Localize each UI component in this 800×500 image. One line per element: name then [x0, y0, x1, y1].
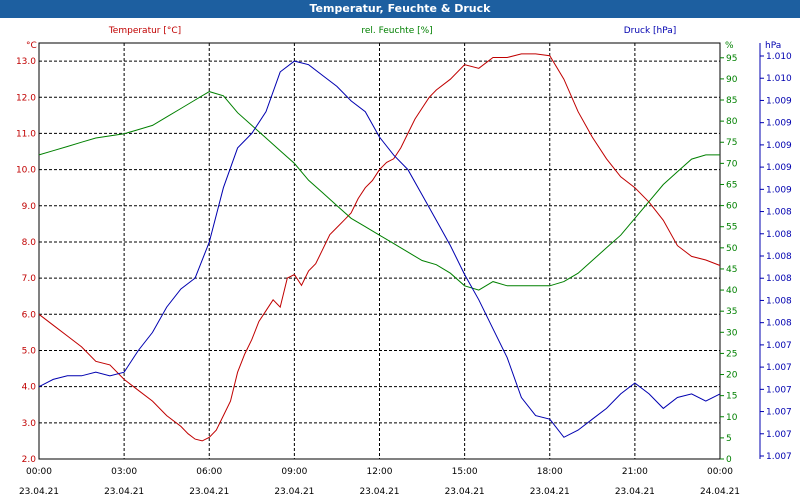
pressure-tick-label: 1.008	[766, 296, 792, 306]
x-tick-time: 12:00	[367, 467, 393, 477]
x-tick-time: 00:00	[707, 467, 733, 477]
pressure-tick-label: 1.008	[766, 274, 792, 284]
weather-chart: °C Temperatur [°C] rel. Feuchte [%] Druc…	[16, 26, 792, 497]
temperature-axis: 2.0 3.0 4.0 5.0 6.0 7.0 8.0 9.0 10.0 11.0 12.0 13.0	[16, 57, 36, 465]
humidity-tick-label: 0	[726, 455, 732, 465]
pressure-tick-label: 1.007	[766, 452, 792, 462]
humidity-tick-label: 10	[726, 413, 738, 423]
temperature-tick-label: 11.0	[16, 129, 36, 139]
temperature-line	[38, 53, 721, 442]
x-tick-date: 23.04.21	[530, 487, 570, 497]
temperature-tick-label: 10.0	[16, 166, 36, 176]
pressure-tick-label: 1.010	[766, 74, 792, 84]
x-tick-time: 09:00	[281, 467, 307, 477]
x-tick-date: 23.04.21	[359, 487, 399, 497]
pressure-tick-label: 1.009	[766, 163, 792, 173]
humidity-tick-label: 5	[726, 434, 732, 444]
temperature-tick-label: 8.0	[22, 238, 37, 248]
pressure-axis: 1.007 1.007 1.007 1.007 1.007 1.007 1.008 1.008…	[759, 43, 792, 462]
humidity-tick-label: 60	[726, 202, 738, 212]
pressure-tick-label: 1.009	[766, 141, 792, 151]
temperature-tick-label: 13.0	[16, 57, 36, 67]
x-tick-time: 21:00	[622, 467, 648, 477]
pressure-unit: hPa	[765, 41, 781, 51]
x-tick-time: 00:00	[26, 467, 52, 477]
x-tick-date: 23.04.21	[19, 487, 59, 497]
temperature-tick-label: 2.0	[22, 455, 37, 465]
humidity-tick-label: 85	[726, 96, 737, 106]
pressure-line	[38, 60, 721, 438]
temperature-tick-label: 5.0	[22, 346, 37, 356]
x-tick-date: 24.04.21	[700, 487, 740, 497]
pressure-tick-label: 1.007	[766, 385, 792, 395]
pressure-legend: Druck [hPa]	[624, 26, 677, 36]
pressure-tick-label: 1.009	[766, 96, 792, 106]
temperature-unit: °C	[26, 41, 37, 51]
humidity-tick-label: 75	[726, 138, 737, 148]
humidity-tick-label: 20	[726, 371, 738, 381]
time-axis: 00:00 23.04.21 03:00 23.04.21 06:00 23.04.21 0…	[19, 467, 740, 497]
temperature-legend: Temperatur [°C]	[108, 26, 181, 36]
temperature-tick-label: 4.0	[22, 383, 37, 393]
series-layer	[38, 53, 721, 442]
x-tick-date: 23.04.21	[274, 487, 314, 497]
humidity-tick-label: 45	[726, 265, 737, 275]
humidity-tick-label: 90	[726, 75, 738, 85]
x-tick-date: 23.04.21	[615, 487, 655, 497]
x-tick-time: 18:00	[537, 467, 563, 477]
pressure-tick-label: 1.009	[766, 119, 792, 129]
pressure-tick-label: 1.008	[766, 319, 792, 329]
pressure-tick-label: 1.008	[766, 230, 792, 240]
humidity-unit: %	[725, 41, 734, 51]
temperature-tick-label: 3.0	[22, 419, 37, 429]
humidity-tick-label: 40	[726, 286, 738, 296]
x-tick-date: 23.04.21	[445, 487, 485, 497]
pressure-tick-label: 1.007	[766, 363, 792, 373]
pressure-tick-label: 1.007	[766, 408, 792, 418]
humidity-tick-label: 30	[726, 328, 738, 338]
temperature-tick-label: 12.0	[16, 93, 36, 103]
humidity-tick-label: 95	[726, 54, 737, 64]
humidity-tick-label: 15	[726, 392, 737, 402]
humidity-tick-label: 70	[726, 159, 738, 169]
humidity-tick-label: 50	[726, 244, 738, 254]
pressure-tick-label: 1.009	[766, 185, 792, 195]
humidity-tick-label: 55	[726, 223, 737, 233]
x-tick-time: 03:00	[111, 467, 137, 477]
pressure-tick-label: 1.008	[766, 252, 792, 262]
x-tick-time: 06:00	[196, 467, 222, 477]
pressure-tick-label: 1.007	[766, 341, 792, 351]
x-tick-date: 23.04.21	[189, 487, 229, 497]
x-tick-time: 15:00	[452, 467, 478, 477]
humidity-axis: 0 5 10 15 20 25 30 35 40 45 50 55 60 65 70 75 80 85 90 95	[720, 54, 738, 465]
humidity-tick-label: 80	[726, 117, 738, 127]
humidity-tick-label: 25	[726, 349, 737, 359]
humidity-legend: rel. Feuchte [%]	[361, 26, 432, 36]
humidity-line	[38, 91, 720, 291]
x-tick-date: 23.04.21	[104, 487, 144, 497]
temperature-tick-label: 7.0	[22, 274, 37, 284]
humidity-tick-label: 35	[726, 307, 737, 317]
pressure-tick-label: 1.007	[766, 430, 792, 440]
pressure-tick-label: 1.008	[766, 208, 792, 218]
temperature-tick-label: 6.0	[22, 310, 37, 320]
humidity-tick-label: 65	[726, 180, 737, 190]
window-title: Temperatur, Feuchte & Druck	[0, 0, 800, 18]
pressure-tick-label: 1.010	[766, 52, 792, 62]
temperature-tick-label: 9.0	[22, 202, 37, 212]
